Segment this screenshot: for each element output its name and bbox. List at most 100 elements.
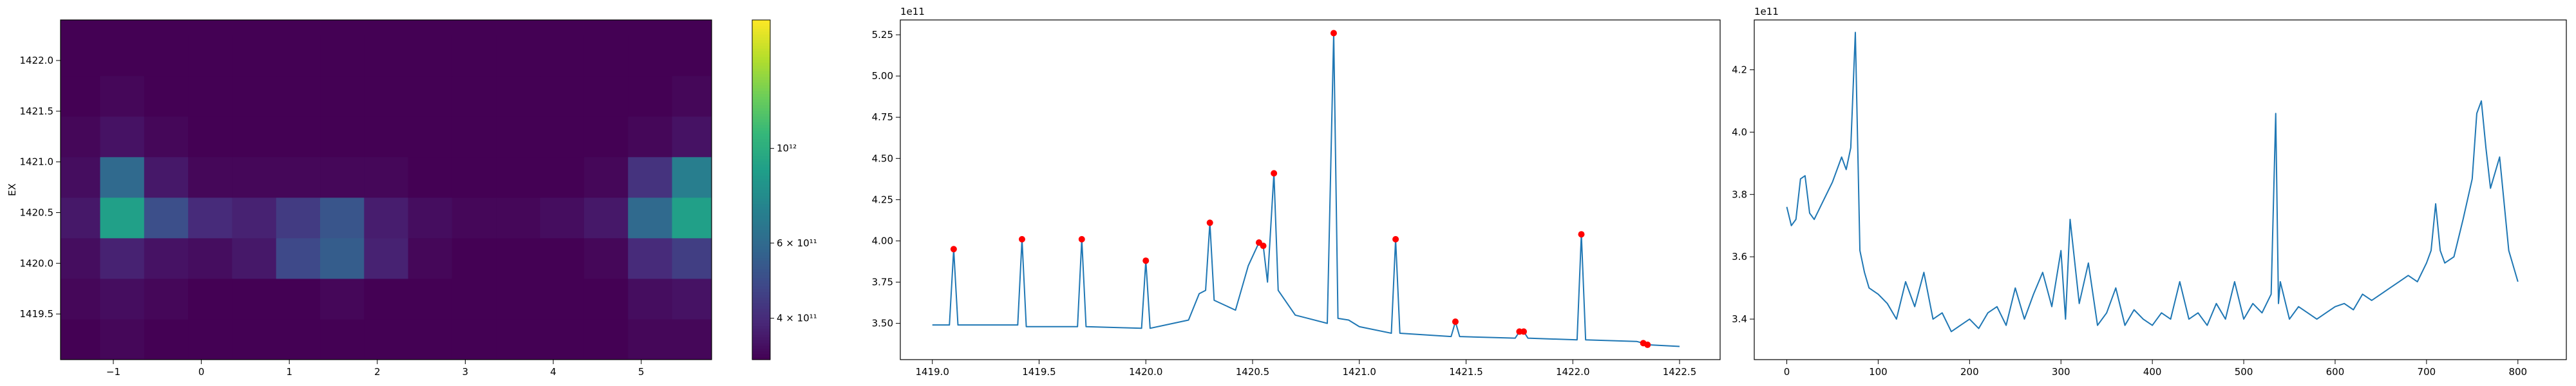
heatmap-cell xyxy=(408,197,453,239)
colorbar-strip xyxy=(752,45,770,49)
heatmap-cell xyxy=(232,116,277,158)
heatmap-cell xyxy=(320,116,365,158)
heatmap-cell xyxy=(320,237,365,279)
colorbar-strip xyxy=(752,252,770,255)
heatmap-cell xyxy=(232,156,277,198)
colorbar-strip xyxy=(752,127,770,131)
colorbar-strip xyxy=(752,300,770,304)
y-tick-label: 1421.5 xyxy=(20,106,54,117)
offset-label: 1e11 xyxy=(1754,6,1779,17)
heatmap-cell xyxy=(628,278,673,320)
colorbar-strip xyxy=(752,62,770,66)
colorbar-strip xyxy=(752,172,770,176)
x-tick-label: 400 xyxy=(2143,366,2162,378)
colorbar-strip xyxy=(752,201,770,205)
heatmap-cell xyxy=(188,156,232,198)
heatmap-cell xyxy=(320,318,365,360)
colorbar-strip xyxy=(752,297,770,301)
colorbar-strip xyxy=(752,261,770,264)
colorbar-strip xyxy=(752,187,770,190)
colorbar-strip xyxy=(752,65,770,69)
y-axis-label: EX xyxy=(6,183,18,196)
heatmap-cell xyxy=(583,156,629,198)
heatmap-cell xyxy=(364,116,409,158)
y-tick-label: 1420.5 xyxy=(20,207,54,218)
colorbar-strip xyxy=(752,181,770,185)
heatmap-cell xyxy=(61,35,100,77)
peak-marker xyxy=(1452,318,1459,326)
colorbar-strip xyxy=(752,328,770,332)
colorbar-strip xyxy=(752,73,770,77)
colorbar-strip xyxy=(752,241,770,244)
heatmap-cell xyxy=(364,197,409,239)
heatmap-cell xyxy=(628,318,673,360)
heatmap-cell xyxy=(496,318,541,360)
colorbar-strip xyxy=(752,164,770,168)
peak-marker xyxy=(1330,30,1337,37)
colorbar-strip xyxy=(752,71,770,75)
colorbar-strip xyxy=(752,348,770,352)
heatmap-cell xyxy=(276,156,321,198)
colorbar-strip xyxy=(752,68,770,71)
heatmap-cell xyxy=(100,197,145,239)
peak-marker xyxy=(1206,219,1213,226)
heatmap-cell xyxy=(232,318,277,360)
colorbar-strip xyxy=(752,218,770,221)
colorbar-strip xyxy=(752,336,770,340)
heatmap-cell xyxy=(320,197,365,239)
peak-marker xyxy=(950,246,957,253)
heatmap-cell xyxy=(451,35,497,77)
colorbar-strip xyxy=(752,42,770,46)
colorbar-strip xyxy=(752,320,770,324)
heatmap-cell xyxy=(583,278,629,320)
colorbar-strip xyxy=(752,124,770,128)
heatmap-cell xyxy=(320,35,365,77)
colorbar-strip xyxy=(752,209,770,213)
y-tick-label: 4.50 xyxy=(872,152,893,164)
y-tick-label: 1422.0 xyxy=(20,55,54,66)
heatmap-cell xyxy=(61,237,100,279)
colorbar-strip xyxy=(752,28,770,32)
y-tick-label: 4.0 xyxy=(1732,126,1747,138)
heatmap-cell xyxy=(100,35,145,77)
colorbar-strip xyxy=(752,246,770,250)
x-tick-label: 1420.0 xyxy=(1129,366,1163,378)
heatmap-cell xyxy=(364,318,409,360)
colorbar-strip xyxy=(752,269,770,273)
y-tick-label: 4.25 xyxy=(872,194,893,205)
colorbar-strip xyxy=(752,99,770,103)
heatmap-cell xyxy=(451,237,497,279)
colorbar-strip xyxy=(752,275,770,278)
colorbar-strip xyxy=(752,232,770,235)
peak-marker xyxy=(1142,257,1150,264)
heatmap-cell xyxy=(540,116,585,158)
colorbar-strip xyxy=(752,257,770,261)
colorbar-strip xyxy=(752,190,770,193)
x-tick-label: 1421.0 xyxy=(1342,366,1376,378)
x-tick-label: 1419.5 xyxy=(1022,366,1056,378)
heatmap-cell xyxy=(144,116,189,158)
colorbar-strip xyxy=(752,212,770,216)
peak-marker xyxy=(1520,328,1528,335)
colorbar-strip xyxy=(752,23,770,26)
x-tick-label: 200 xyxy=(1960,366,1979,378)
colorbar-strip xyxy=(752,53,770,57)
heatmap-cell xyxy=(232,75,277,117)
y-tick-label: 3.8 xyxy=(1732,188,1747,200)
colorbar-strip xyxy=(752,122,770,125)
colorbar-tick-label: 6 × 10¹¹ xyxy=(777,237,817,249)
colorbar-strip xyxy=(752,20,770,23)
colorbar-strip xyxy=(752,59,770,63)
heatmap-cell xyxy=(451,278,497,320)
heatmap-cell xyxy=(188,237,232,279)
heatmap-cell xyxy=(672,197,712,239)
colorbar-strip xyxy=(752,249,770,253)
colorbar-strip xyxy=(752,266,770,270)
x-tick-label: 1 xyxy=(286,366,292,378)
peak-marker xyxy=(1271,170,1278,177)
heatmap-cell xyxy=(540,197,585,239)
peak-marker xyxy=(1260,243,1267,250)
colorbar-strip xyxy=(752,93,770,97)
heatmap-cell xyxy=(408,156,453,198)
colorbar-strip xyxy=(752,130,770,134)
